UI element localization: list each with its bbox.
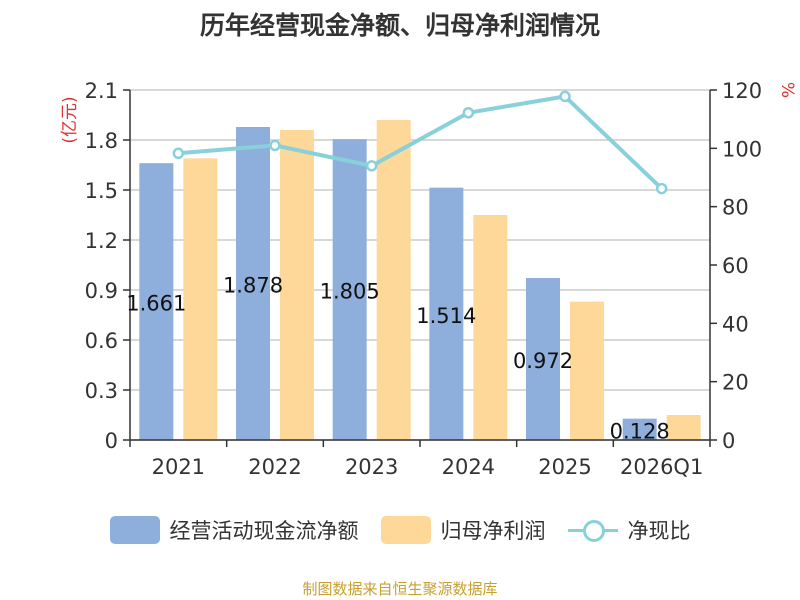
data-label-cashflow: 1.514 xyxy=(416,304,476,328)
ratio-point[interactable] xyxy=(365,160,378,172)
x-tick-label: 2024 xyxy=(442,455,495,479)
legend-label-cashflow: 经营活动现金流净额 xyxy=(169,519,359,543)
left-tick-label: 0 xyxy=(105,429,118,453)
x-tick-label: 2025 xyxy=(538,455,591,479)
ratio-point[interactable] xyxy=(462,107,475,119)
left-tick-label: 1.8 xyxy=(85,129,118,153)
right-tick-label: 40 xyxy=(722,312,749,336)
right-tick-label: 0 xyxy=(722,429,735,453)
legend-label-ratio: 净现比 xyxy=(627,519,691,543)
ratio-point[interactable] xyxy=(559,90,571,103)
left-axis-unit: (亿元) xyxy=(60,96,80,143)
bar-profit[interactable] xyxy=(280,130,314,440)
bar-profit[interactable] xyxy=(473,215,508,440)
legend-item-ratio[interactable]: 净现比 xyxy=(567,515,691,545)
legend-item-profit[interactable]: 归母净利润 xyxy=(380,515,546,545)
x-tick-label: 2023 xyxy=(345,455,398,479)
ratio-line-path xyxy=(178,94,664,191)
bar-cashflow[interactable] xyxy=(622,418,657,440)
x-tick-label: 2021 xyxy=(152,455,205,479)
source-note: 制图数据来自恒生聚源数据库 xyxy=(302,580,498,598)
bar-cashflow[interactable] xyxy=(332,139,367,440)
left-tick-label: 0.3 xyxy=(85,379,118,403)
left-tick-label: 1.2 xyxy=(85,229,118,253)
legend: 经营活动现金流净额 归母净利润 净现比 xyxy=(0,515,800,545)
data-label-cashflow: 1.661 xyxy=(126,292,186,316)
legend-swatch-cashflow xyxy=(109,516,160,544)
ratio-point[interactable] xyxy=(269,139,281,152)
data-label-cashflow: 1.878 xyxy=(223,274,283,298)
bar-cashflow[interactable] xyxy=(139,163,174,440)
left-tick-label: 0.6 xyxy=(85,329,118,353)
right-tick-label: 100 xyxy=(722,137,762,161)
axes: 0 0.3 0.6 0.9 1.2 1.5 1.8 2.1 0 20 40 60 80 100 120 202… xyxy=(60,79,797,479)
left-tick-label: 1.5 xyxy=(85,179,118,203)
bar-cashflow[interactable] xyxy=(526,278,560,440)
x-tick-label: 2026Q1 xyxy=(620,455,703,479)
bar-profit[interactable] xyxy=(570,301,604,440)
bars xyxy=(139,120,701,441)
right-tick-label: 20 xyxy=(722,371,749,395)
data-label-cashflow: 0.972 xyxy=(513,349,573,373)
right-axis-unit: % xyxy=(777,82,797,98)
right-tick-label: 60 xyxy=(722,254,749,278)
x-tick-label: 2022 xyxy=(248,455,301,479)
ratio-point[interactable] xyxy=(172,147,185,160)
legend-swatch-ratio xyxy=(567,516,618,544)
ratio-line xyxy=(172,90,668,195)
legend-item-cashflow[interactable]: 经营活动现金流净额 xyxy=(109,515,359,545)
left-tick-label: 0.9 xyxy=(85,279,118,303)
bar-cashflow[interactable] xyxy=(429,187,464,440)
bar-cashflow[interactable] xyxy=(236,127,270,440)
data-label-cashflow: 0.128 xyxy=(610,419,670,443)
chart-title: 历年经营现金净额、归母净利润情况 xyxy=(199,11,600,40)
right-tick-label: 120 xyxy=(722,79,762,103)
bar-profit[interactable] xyxy=(666,415,701,440)
right-tick-label: 80 xyxy=(722,196,749,220)
ratio-point[interactable] xyxy=(655,182,668,195)
left-tick-label: 2.1 xyxy=(85,79,118,103)
data-labels: 1.661 1.878 1.805 1.514 0.972 0.128 xyxy=(126,274,669,444)
bar-profit[interactable] xyxy=(183,158,218,441)
bar-profit[interactable] xyxy=(376,120,411,440)
legend-swatch-profit xyxy=(380,516,431,544)
data-label-cashflow: 1.805 xyxy=(320,280,380,304)
legend-label-profit: 归母净利润 xyxy=(440,519,546,543)
